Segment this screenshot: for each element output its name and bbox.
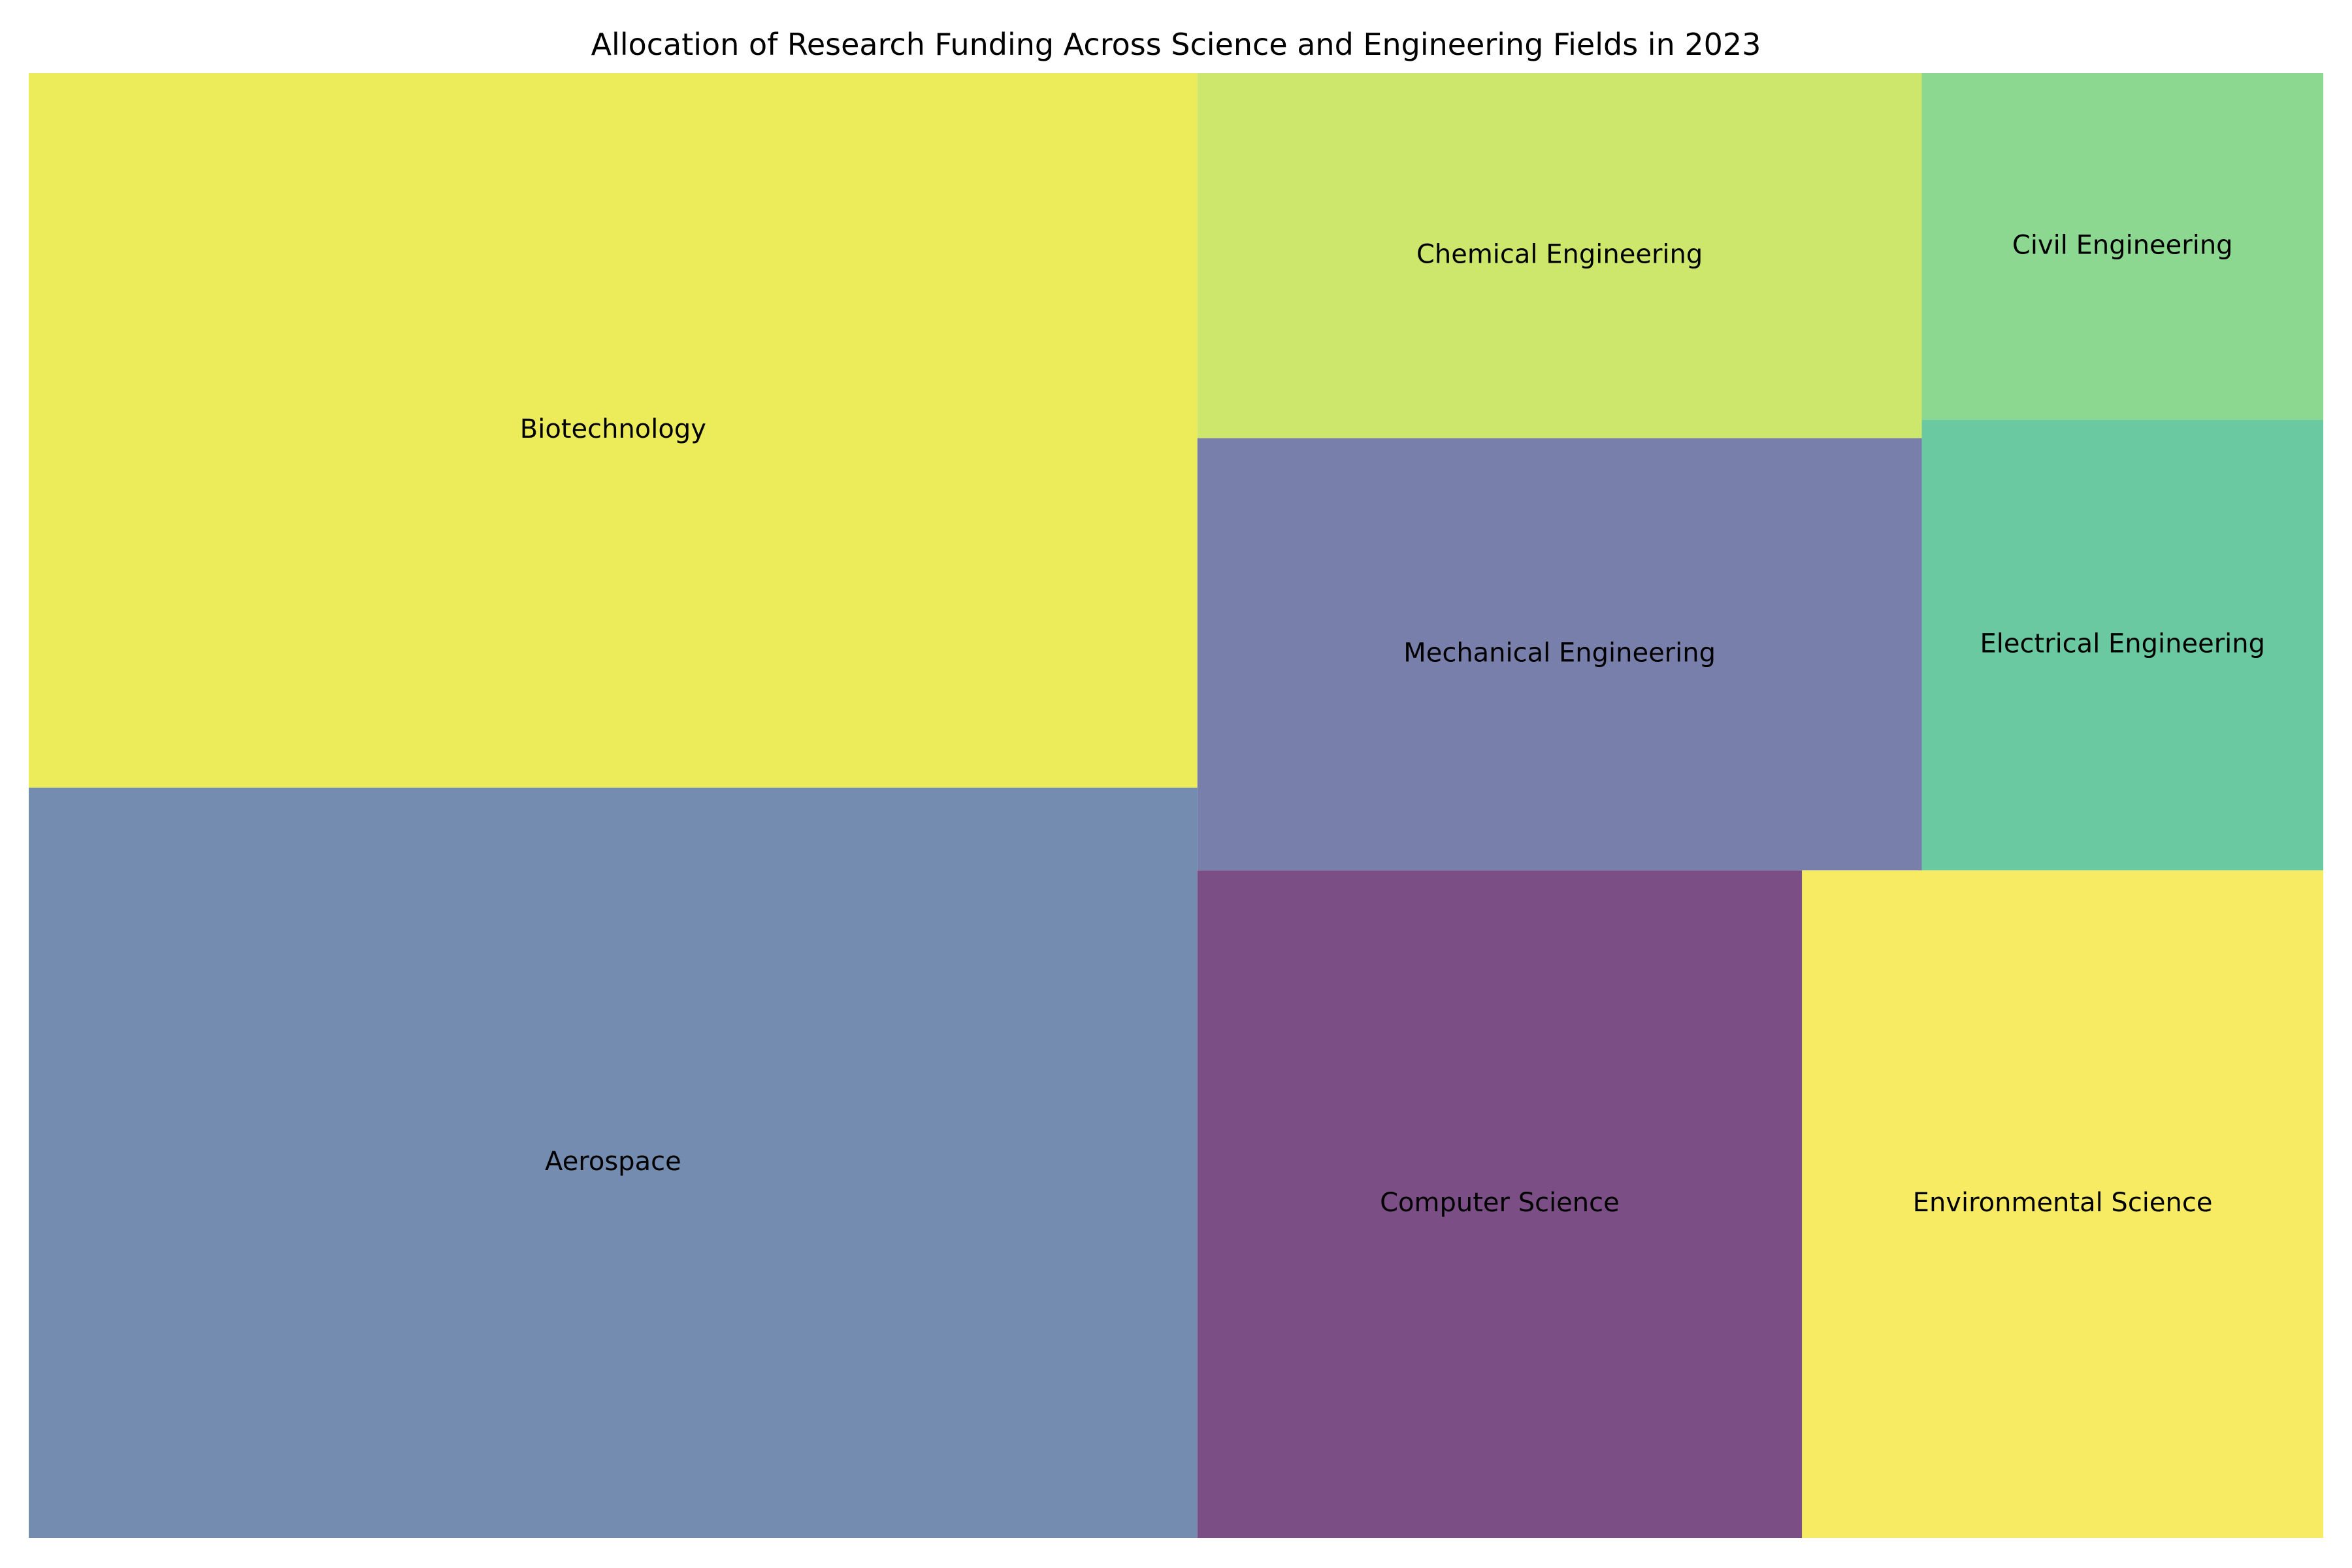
tile-label-biotechnology: Biotechnology xyxy=(520,414,706,444)
tile-mechanical-engineering xyxy=(1197,438,1922,871)
tile-environmental-science xyxy=(1802,870,2323,1538)
tile-aerospace xyxy=(29,787,1198,1538)
tile-label-electrical-engineering: Electrical Engineering xyxy=(1980,629,2265,659)
tile-label-chemical-engineering: Chemical Engineering xyxy=(1416,239,1703,269)
tile-label-mechanical-engineering: Mechanical Engineering xyxy=(1403,638,1716,668)
tile-label-computer-science: Computer Science xyxy=(1380,1188,1620,1218)
tile-electrical-engineering xyxy=(1921,419,2323,871)
treemap-tiles: Biotechnology Aerospace Chemical Engineeri… xyxy=(29,73,2323,1538)
chart-title: Allocation of Research Funding Across Sc… xyxy=(591,27,1761,62)
tile-label-civil-engineering: Civil Engineering xyxy=(2012,230,2233,260)
tile-computer-science xyxy=(1197,870,1803,1538)
tile-chemical-engineering xyxy=(1197,73,1922,438)
tile-biotechnology xyxy=(29,73,1198,788)
tile-label-environmental-science: Environmental Science xyxy=(1913,1188,2213,1218)
tile-label-aerospace: Aerospace xyxy=(545,1147,681,1177)
tile-civil-engineering xyxy=(1921,73,2323,420)
